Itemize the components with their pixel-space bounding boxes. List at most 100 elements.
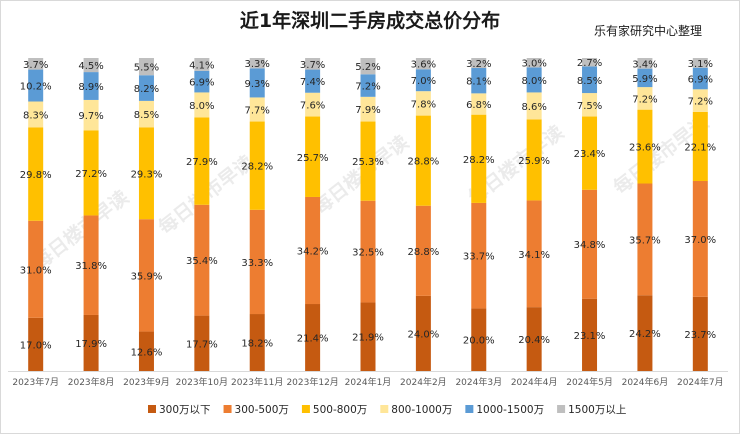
data-label: 25.7% — [297, 153, 329, 164]
x-tick-label: 2023年11月 — [231, 376, 283, 388]
bar-segment — [471, 114, 487, 203]
bar-segment — [28, 317, 44, 371]
data-label: 17.9% — [75, 339, 107, 350]
bar-segment — [83, 215, 99, 315]
bar-segment — [83, 58, 99, 73]
data-label: 3.3% — [245, 59, 270, 70]
x-tick-label: 2024年4月 — [511, 376, 558, 388]
data-label: 24.0% — [407, 329, 439, 340]
bar-segment — [415, 115, 431, 206]
x-tick-label: 2024年2月 — [400, 376, 447, 388]
data-label: 7.4% — [300, 77, 325, 88]
bar-segment — [305, 92, 321, 117]
bar-segment — [249, 58, 265, 69]
bar-segment — [138, 100, 154, 128]
data-label: 9.3% — [245, 79, 270, 90]
legend-swatch — [301, 405, 310, 413]
bar-segment — [194, 315, 210, 371]
bar-segment — [28, 220, 44, 318]
bar-segment — [305, 304, 321, 371]
data-label: 7.2% — [688, 97, 713, 108]
data-label: 28.2% — [463, 155, 495, 166]
data-label: 8.3% — [23, 111, 48, 122]
bar-segment — [83, 314, 99, 371]
data-label: 29.3% — [131, 169, 163, 180]
data-label: 25.3% — [352, 157, 384, 168]
bar-segment — [28, 69, 44, 102]
bar-segment — [637, 58, 653, 69]
x-tick-label: 2024年3月 — [455, 376, 502, 388]
data-label: 8.5% — [577, 76, 602, 87]
bar-segment — [83, 99, 99, 131]
data-label: 23.1% — [574, 331, 606, 342]
bar-segment — [471, 68, 487, 94]
bar-segment — [582, 58, 598, 67]
data-label: 10.2% — [20, 82, 52, 93]
data-label: 31.0% — [20, 265, 52, 276]
bar-segment — [582, 116, 598, 190]
bar-segment — [526, 58, 542, 68]
x-tick-label: 2024年7月 — [677, 376, 724, 388]
data-label: 23.4% — [574, 149, 606, 160]
bar-segment — [637, 68, 653, 88]
bar-segment — [471, 202, 487, 309]
bar-segment — [305, 116, 321, 197]
bar-segment — [526, 200, 542, 308]
bar-segment — [415, 91, 431, 116]
bar-segment — [28, 101, 44, 128]
legend-swatch — [223, 405, 232, 413]
bar-segment — [360, 121, 376, 201]
bar-segment — [692, 111, 708, 182]
data-label: 8.1% — [466, 77, 491, 88]
data-label: 3.2% — [466, 59, 491, 70]
bar-segment — [415, 58, 431, 70]
data-label: 3.0% — [521, 59, 546, 70]
data-label: 28.8% — [407, 247, 439, 258]
data-label: 27.2% — [75, 169, 107, 180]
bar-segment — [692, 296, 708, 371]
data-label: 21.4% — [297, 334, 329, 345]
source-note: 乐有家研究中心整理 — [593, 24, 702, 38]
bar-segment — [526, 119, 542, 201]
data-label: 27.9% — [186, 157, 218, 168]
bar-segment — [83, 72, 99, 100]
data-label: 6.8% — [466, 100, 491, 111]
bar-segment — [249, 97, 265, 122]
bar-segment — [138, 219, 154, 332]
bar-segment — [471, 308, 487, 371]
bar-segment — [526, 307, 542, 371]
data-label: 3.4% — [632, 59, 657, 70]
data-label: 4.1% — [189, 60, 214, 71]
bar-segment — [692, 181, 708, 297]
bar-segment — [360, 302, 376, 371]
data-label: 7.6% — [300, 101, 325, 112]
data-label: 20.0% — [463, 336, 495, 347]
data-label: 5.2% — [355, 62, 380, 73]
x-tick-label: 2023年10月 — [176, 376, 228, 388]
data-label: 5.9% — [632, 74, 657, 85]
legend-swatch — [380, 405, 389, 413]
x-tick-label: 2023年9月 — [123, 376, 170, 388]
bar-segment — [249, 68, 265, 98]
data-label: 33.7% — [463, 252, 495, 263]
bar-segment — [637, 295, 653, 371]
data-label: 4.5% — [78, 61, 103, 72]
data-label: 34.1% — [518, 250, 550, 261]
bar-segment — [194, 92, 210, 118]
x-tick-label: 2023年8月 — [68, 376, 115, 388]
bar-segment — [194, 117, 210, 205]
data-label: 7.5% — [577, 101, 602, 112]
bar-segment — [360, 96, 376, 122]
data-label: 8.9% — [78, 82, 103, 93]
data-label: 33.3% — [241, 258, 273, 269]
bar-segment — [305, 58, 321, 70]
data-label: 7.8% — [411, 99, 436, 110]
data-label: 8.6% — [521, 102, 546, 113]
data-label: 28.8% — [407, 157, 439, 168]
data-label: 35.9% — [131, 271, 163, 282]
data-label: 35.4% — [186, 256, 218, 267]
data-label: 17.7% — [186, 339, 218, 350]
bar-segment — [360, 74, 376, 97]
bar-segment — [138, 75, 154, 101]
